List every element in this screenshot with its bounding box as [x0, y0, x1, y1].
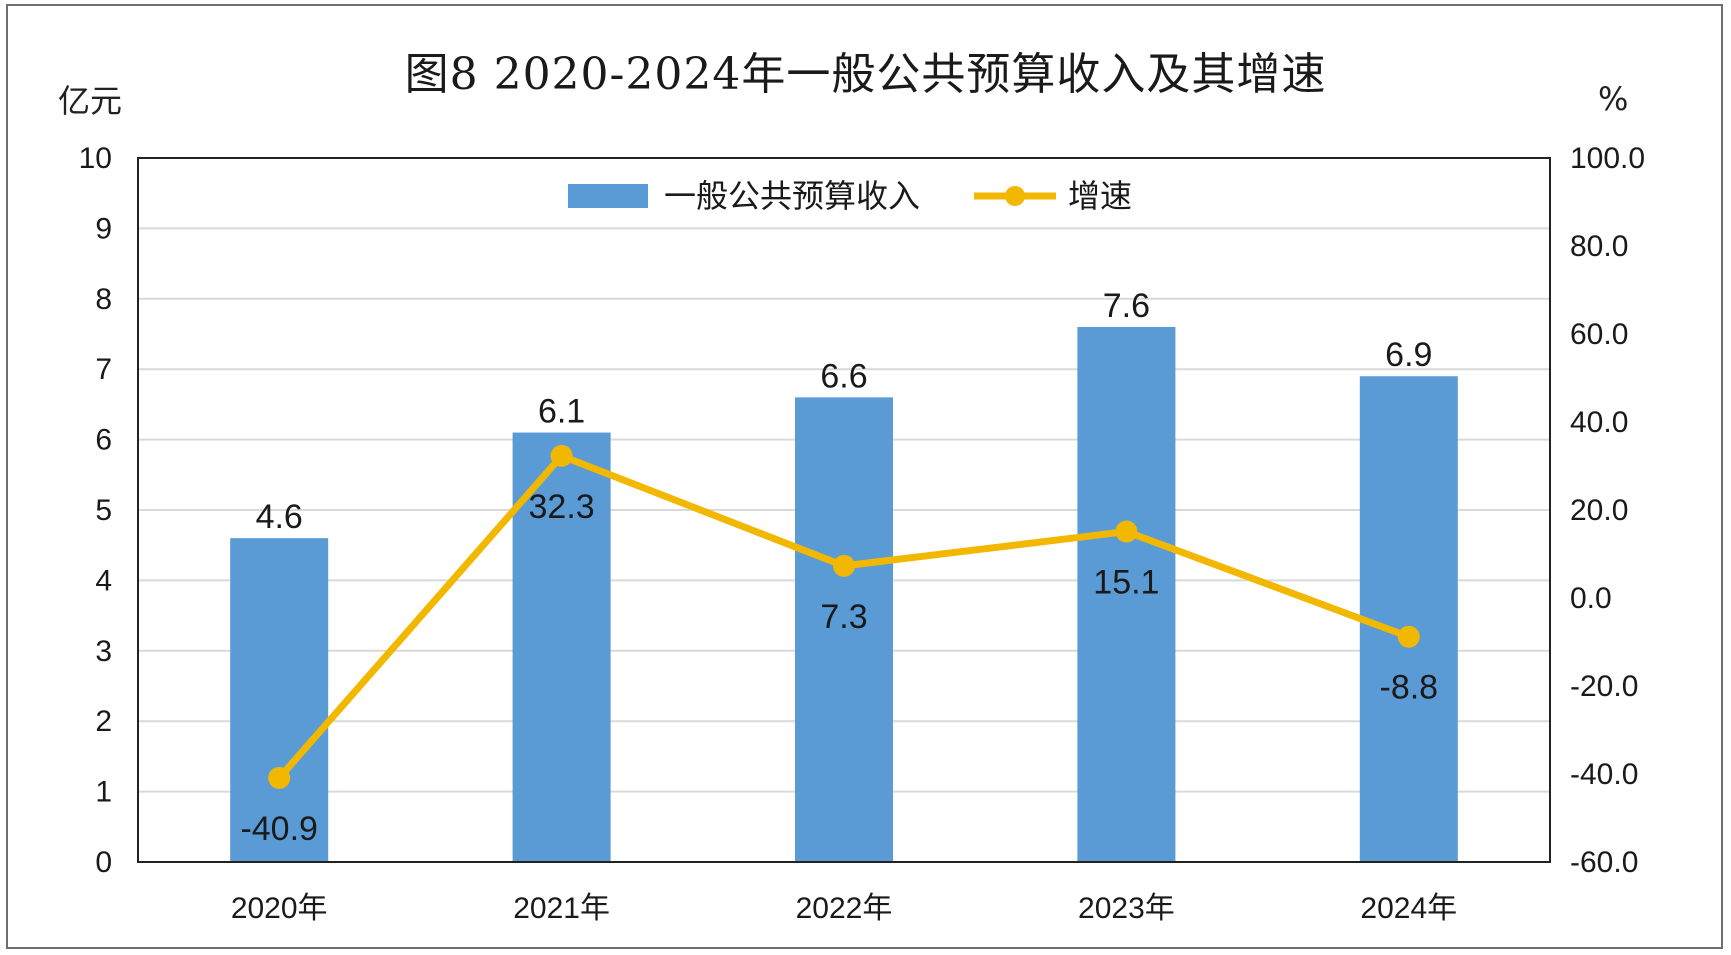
growth-point-2024年	[1397, 625, 1420, 648]
bar-2023年	[1077, 326, 1176, 863]
plot-border	[137, 157, 1551, 863]
growth-point-2022年	[833, 554, 855, 577]
legend-line-marker	[1005, 186, 1025, 206]
right-tick-label: -40.0	[1570, 758, 1638, 791]
bar-value-label: 4.6	[256, 498, 303, 536]
legend-bar-swatch	[568, 184, 648, 208]
bar-2021年	[512, 432, 611, 862]
left-tick-label: 6	[95, 424, 112, 457]
bar-value-label: 6.1	[538, 393, 585, 431]
bar-2020年	[230, 538, 329, 862]
x-tick-label: 2023年	[1078, 892, 1175, 925]
right-tick-label: 20.0	[1570, 494, 1628, 527]
left-tick-label: 8	[95, 283, 112, 316]
right-tick-label: -60.0	[1570, 846, 1638, 879]
growth-point-2020年	[268, 766, 291, 789]
growth-value-label: -8.8	[1380, 669, 1439, 707]
bar-value-label: 6.6	[820, 357, 867, 395]
right-axis-unit: %	[1598, 80, 1629, 118]
x-tick-label: 2020年	[231, 892, 328, 925]
bar-2024年	[1359, 376, 1458, 862]
bar-2022年	[795, 397, 893, 862]
chart-title: 图8 2020-2024年一般公共预算收入及其增速	[404, 49, 1327, 100]
growth-value-label: 15.1	[1093, 564, 1159, 602]
bar-value-label: 6.9	[1385, 336, 1432, 374]
left-tick-label: 0	[95, 846, 112, 879]
right-tick-label: 60.0	[1570, 318, 1628, 351]
left-tick-label: 10	[79, 142, 112, 175]
left-tick-label: 7	[95, 353, 112, 386]
x-tick-label: 2024年	[1360, 892, 1457, 925]
left-tick-label: 1	[95, 776, 112, 809]
data-labels: 4.6 6.1 6.6 7.6 6.9 -40.9 32.3 7.3 15.1 -8.8	[240, 287, 1438, 848]
growth-value-label: 32.3	[529, 488, 595, 526]
bar-value-label: 7.6	[1103, 287, 1150, 325]
right-tick-label: 40.0	[1570, 406, 1628, 439]
growth-value-label: -40.9	[240, 810, 318, 848]
x-tick-label: 2022年	[796, 892, 893, 925]
left-tick-label: 9	[95, 212, 112, 245]
legend: 一般公共预算收入 增速	[568, 177, 1132, 215]
left-tick-label: 3	[95, 635, 112, 668]
bar-series	[230, 326, 1458, 863]
left-axis-unit: 亿元	[58, 82, 123, 120]
right-tick-label: 80.0	[1570, 230, 1628, 263]
line-series	[268, 444, 1420, 789]
growth-point-2023年	[1115, 520, 1138, 543]
growth-point-2021年	[550, 444, 573, 467]
left-tick-label: 5	[95, 494, 112, 527]
right-tick-label: 0.0	[1570, 582, 1612, 615]
legend-bar-label: 一般公共预算收入	[664, 177, 920, 215]
legend-line-label: 增速	[1068, 177, 1132, 215]
x-tick-label: 2021年	[513, 892, 610, 925]
axes: 0 1 2 3 4 5 6 7 8 9 10 -60.0 -40.0 -20.0 0.0 20.0 40.0 60…	[79, 142, 1645, 925]
right-tick-label: -20.0	[1570, 670, 1638, 703]
left-tick-label: 4	[95, 564, 112, 597]
left-tick-label: 2	[95, 705, 112, 738]
right-tick-label: 100.0	[1570, 142, 1645, 175]
growth-value-label: 7.3	[820, 598, 867, 636]
